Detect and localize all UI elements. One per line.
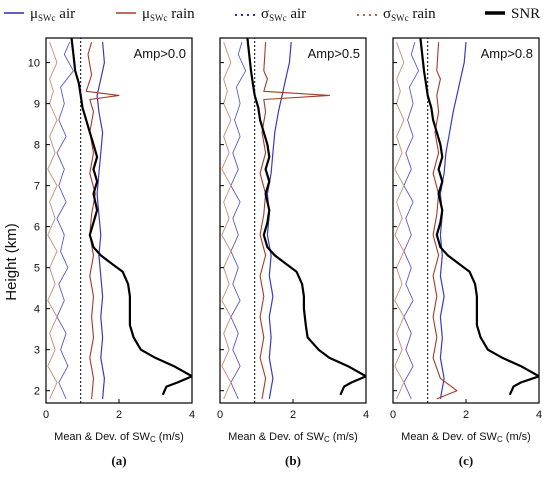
panel-annotation: Amp>0.8 <box>481 46 533 61</box>
series-line <box>56 41 74 400</box>
plot-frame <box>45 37 193 404</box>
x-axis-label: Mean & Dev. of SWC (m/s) <box>401 431 531 444</box>
series-line <box>70 38 192 396</box>
x-tick-label: 4 <box>363 409 369 421</box>
legend-item: SNR <box>485 6 540 22</box>
series-line <box>403 41 420 400</box>
legend-item: σSWc rain <box>357 6 436 23</box>
y-tick-label: 7 <box>34 181 40 193</box>
series-line <box>246 38 366 396</box>
legend-item: μSWc air <box>4 6 75 23</box>
legend-item: μSWc rain <box>116 6 195 23</box>
plot-area <box>394 38 539 403</box>
y-tick-label: 10 <box>28 58 40 70</box>
y-tick-label: 5 <box>34 263 40 275</box>
y-tick-label: 3 <box>34 345 40 357</box>
y-tick-label: 6 <box>34 222 40 234</box>
y-tick-label: 8 <box>34 140 40 152</box>
panel-annotation: Amp>0.0 <box>134 46 186 61</box>
x-tick-label: 2 <box>463 409 469 421</box>
series-line <box>221 41 232 400</box>
legend: μSWc air μSWc rain σSWc air σSWc rain SNR <box>4 6 540 23</box>
series-line <box>85 41 120 399</box>
plot-area <box>47 38 192 403</box>
legend-label: σSWc rain <box>383 6 436 23</box>
plot-area <box>221 38 366 403</box>
x-axis-label: Mean & Dev. of SWC (m/s) <box>54 431 184 444</box>
series-line <box>266 42 292 400</box>
legend-label: σSWc air <box>261 6 306 23</box>
panel-annotation: Amp>0.5 <box>308 46 360 61</box>
series-line <box>47 41 58 400</box>
legend-item: σSWc air <box>235 6 306 23</box>
x-tick-label: 0 <box>43 409 49 421</box>
series-line <box>432 42 458 400</box>
x-tick-label: 0 <box>390 409 396 421</box>
legend-label: SNR <box>511 6 540 22</box>
panel-label: (b) <box>285 453 301 468</box>
plot-frame <box>392 37 540 404</box>
series-line <box>394 41 405 400</box>
panel: 0 2 4 Amp>0.8 Mean & Dev. of SWC (m/s) (c) <box>390 37 542 468</box>
x-axis-label: Mean & Dev. of SWC (m/s) <box>228 431 358 444</box>
panel: 0 2 4 Amp>0.5 Mean & Dev. of SWC (m/s) (b) <box>217 37 369 468</box>
x-tick-label: 0 <box>217 409 223 421</box>
y-tick-label: 4 <box>34 304 40 316</box>
panel-label: (a) <box>111 453 126 468</box>
y-axis-label: Height (km) <box>3 223 20 301</box>
legend-label: μSWc air <box>30 6 75 23</box>
panel-label: (c) <box>459 453 473 468</box>
legend-label: μSWc rain <box>142 6 195 23</box>
y-tick-label: 2 <box>34 386 40 398</box>
x-tick-label: 4 <box>536 409 542 421</box>
series-line <box>419 38 539 396</box>
x-tick-label: 4 <box>189 409 195 421</box>
x-tick-label: 2 <box>116 409 122 421</box>
y-tick-label: 9 <box>34 99 40 111</box>
series-line <box>230 41 247 400</box>
x-tick-label: 2 <box>290 409 296 421</box>
series-line <box>439 42 467 400</box>
series-line <box>96 42 105 399</box>
